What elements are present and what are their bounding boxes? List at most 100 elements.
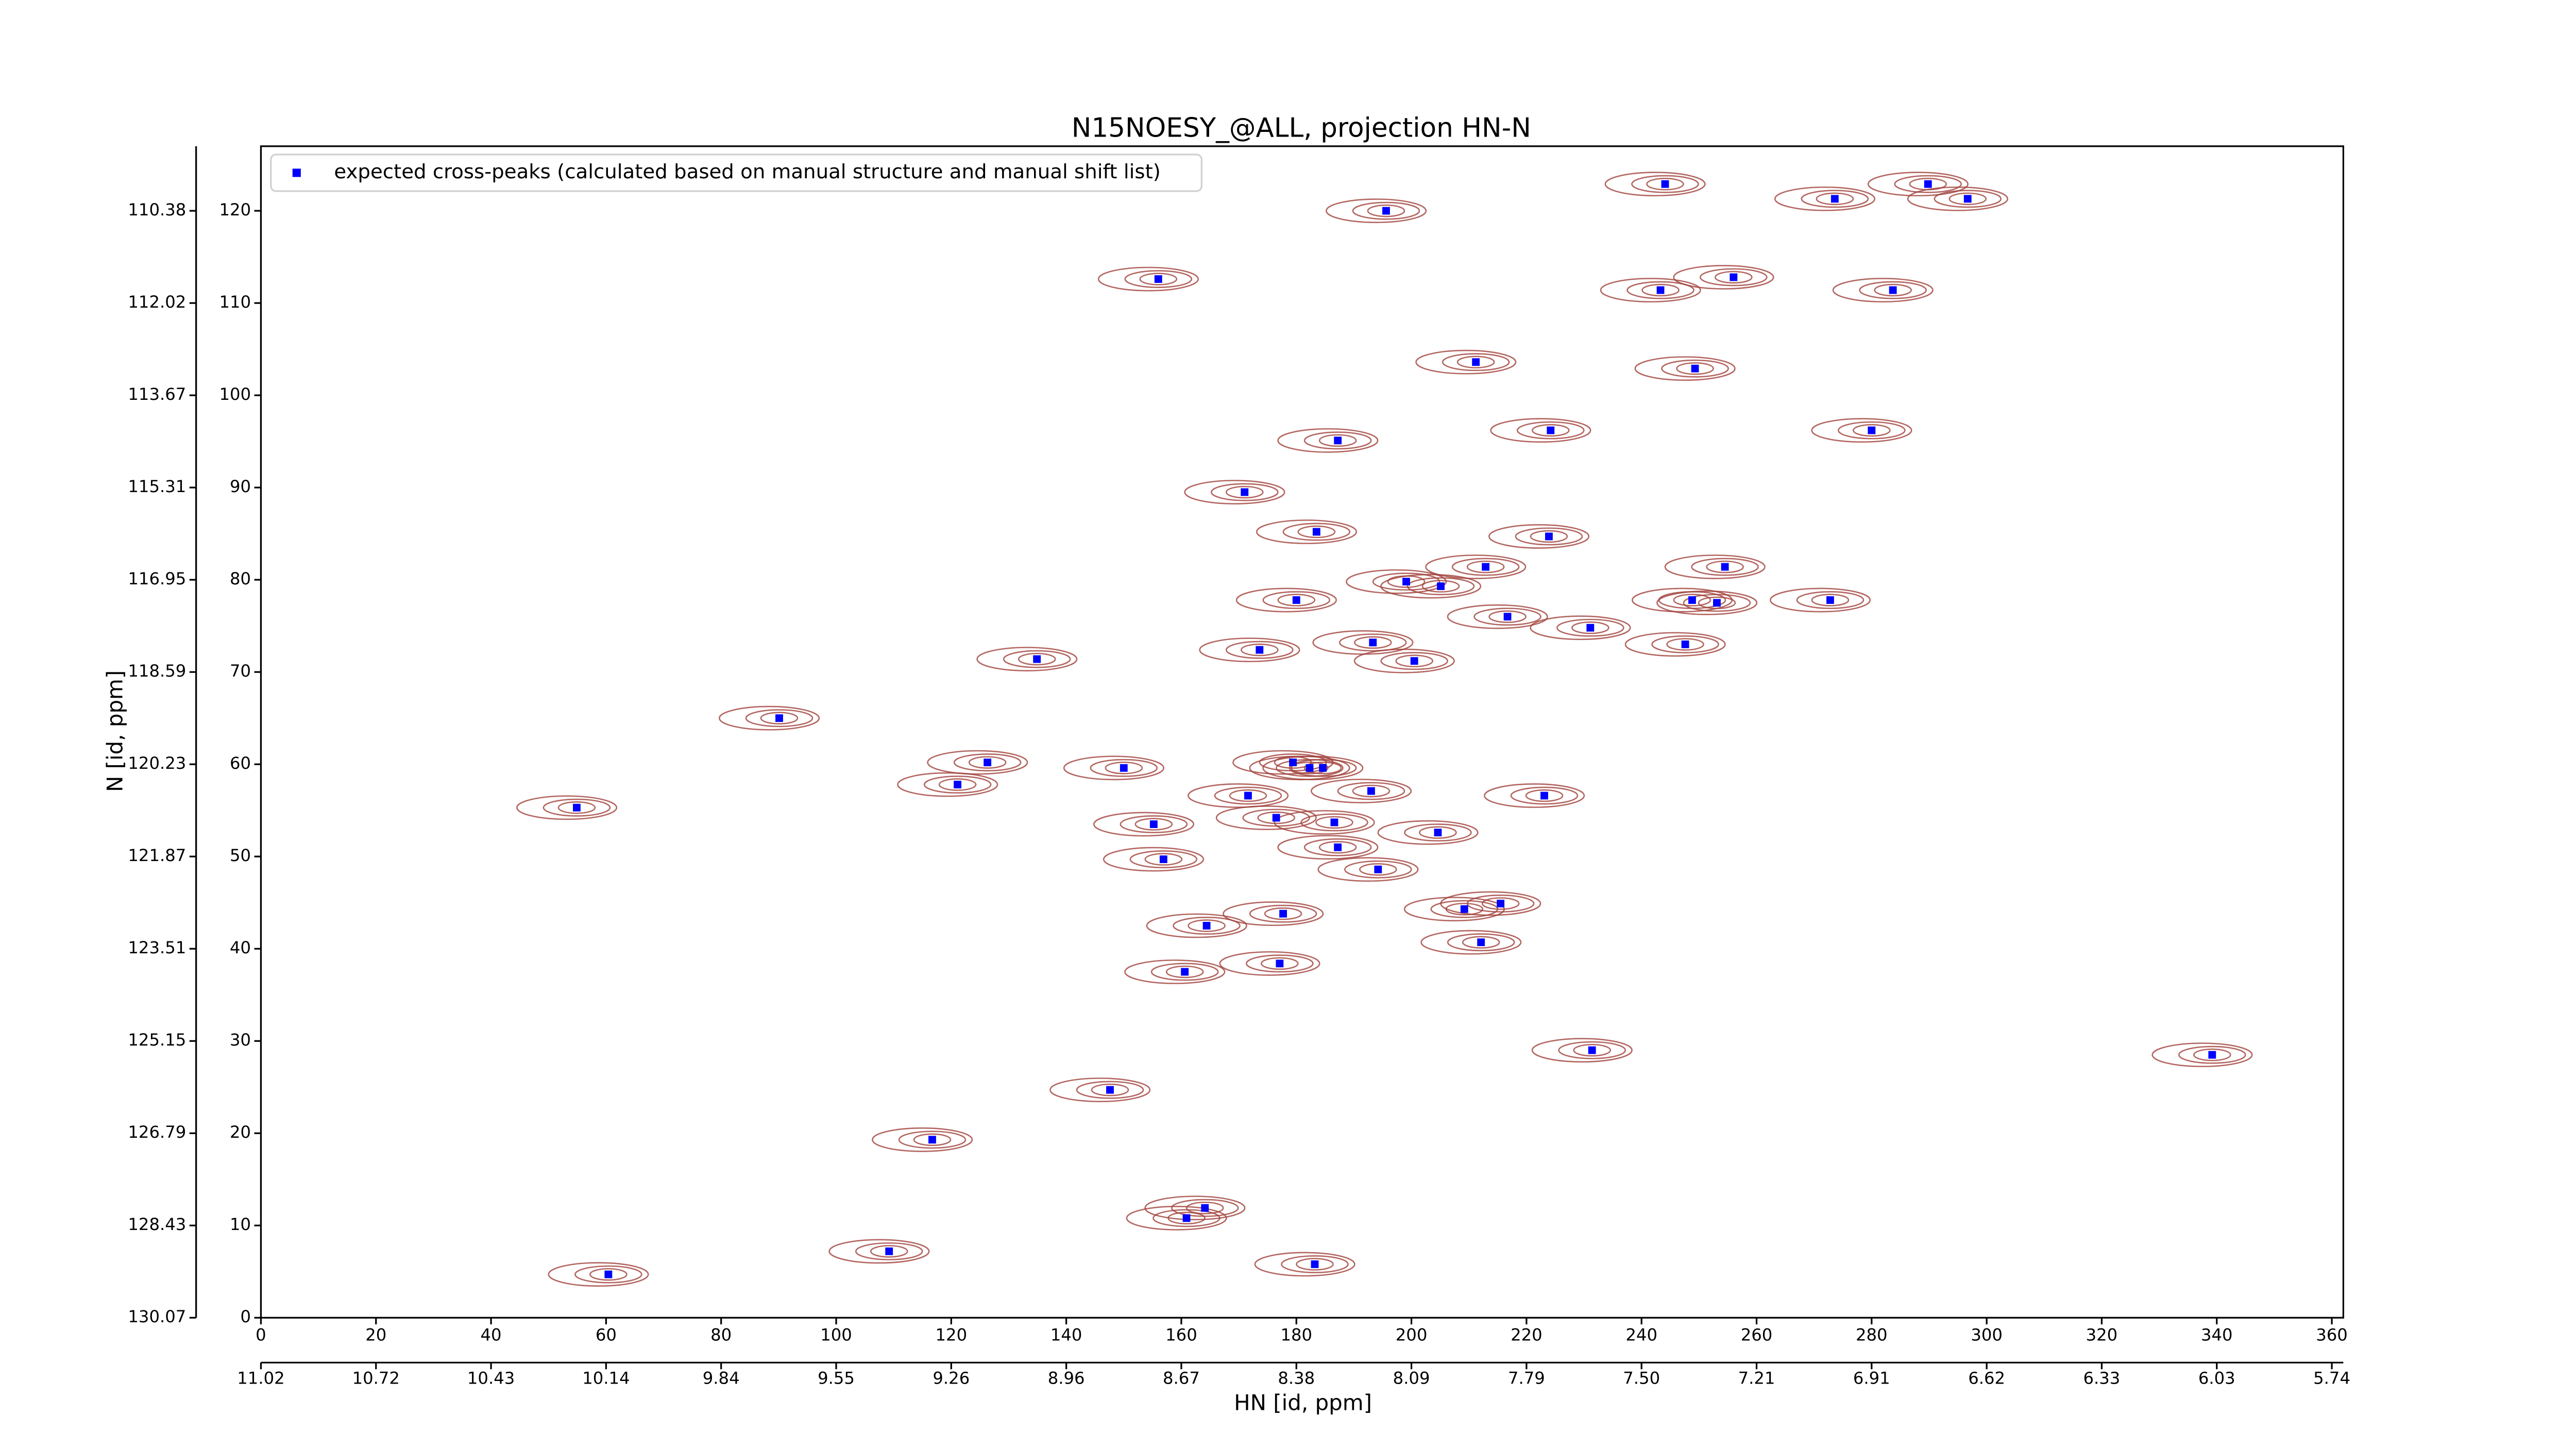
y-tick-label: 110 [219, 292, 251, 312]
y2-tick-label: 113.67 [128, 384, 186, 404]
peak-contour [1832, 278, 1934, 302]
peak-contour [1698, 596, 1736, 610]
peak-contour [1262, 591, 1331, 609]
y-tick-label: 0 [241, 1307, 251, 1326]
peak-contour [1646, 177, 1684, 191]
peak-contour [1318, 434, 1357, 447]
peak-contour [1796, 591, 1865, 609]
peak-contour [1261, 957, 1299, 970]
peak-contour [1249, 904, 1317, 923]
peak-contour [1352, 784, 1391, 798]
x2-tick-label: 6.03 [2198, 1369, 2235, 1388]
peak-contour [1715, 271, 1753, 284]
y2-tick-label: 126.79 [128, 1122, 186, 1142]
peak-contour [1811, 418, 1912, 443]
peak-contour [1126, 1206, 1227, 1231]
x-tick-label: 180 [1280, 1325, 1312, 1345]
peak-contour [1691, 558, 1759, 576]
peak-contour [1447, 604, 1548, 629]
y2-tick-label: 116.95 [128, 569, 186, 588]
y-tick-label: 100 [219, 384, 251, 404]
cross-peak-marker [1482, 563, 1490, 571]
peak-contour [1297, 525, 1336, 538]
legend-box [270, 154, 1202, 192]
peak-contour [1420, 930, 1522, 955]
peak-contour [1664, 554, 1766, 579]
peak-contour [1225, 485, 1264, 499]
cross-peak-marker [1963, 195, 1972, 203]
peak-contour [548, 1262, 649, 1287]
cross-peak-marker [1149, 820, 1158, 828]
cross-peak-marker [1367, 787, 1375, 795]
peak-contour [1442, 353, 1510, 372]
plot-frame [260, 145, 2344, 1319]
peak-contour [1700, 268, 1768, 287]
peak-contour [1167, 1211, 1206, 1225]
peak-contour [1462, 936, 1500, 949]
peak-contour [1838, 421, 1906, 440]
x-tick-label: 280 [1856, 1325, 1888, 1345]
x-tick-label: 0 [256, 1325, 266, 1345]
cross-peak-marker [1289, 759, 1297, 767]
y-tick-label: 90 [230, 477, 251, 496]
cross-peak-marker [1681, 641, 1689, 648]
cross-peak-marker [2208, 1051, 2216, 1059]
peak-contour [1641, 283, 1680, 297]
peak-contour [1490, 418, 1591, 443]
cross-peak-marker [1547, 426, 1555, 434]
cross-peak-marker [1661, 180, 1669, 188]
peak-contour [1352, 201, 1420, 220]
peak-contour [1867, 172, 1969, 197]
peak-contour [1811, 594, 1850, 606]
peak-contour [1421, 580, 1460, 593]
peak-contour [1380, 574, 1482, 599]
peak-contour [1090, 759, 1158, 777]
peak-contour [1683, 594, 1751, 612]
x2-tick-label: 10.43 [467, 1369, 515, 1388]
y-tick-label: 70 [230, 661, 251, 681]
peak-contour [1282, 523, 1351, 541]
peak-contour [516, 795, 618, 820]
peak-contour [938, 778, 977, 791]
peak-contour [1063, 755, 1164, 781]
cross-peak-marker [984, 759, 992, 767]
cross-peak-marker [1306, 764, 1314, 772]
chart-title: N15NOESY_@ALL, projection HN-N [1072, 113, 1531, 144]
peak-contour [1604, 172, 1706, 197]
cross-peak-marker [1497, 900, 1505, 907]
y2-tick-label: 112.02 [128, 292, 186, 312]
peak-contour [1144, 1195, 1246, 1221]
peak-contour [1229, 789, 1267, 802]
cross-peak-marker [1106, 1086, 1114, 1094]
peak-contour [1415, 349, 1517, 375]
peak-contour [1359, 863, 1397, 876]
contour-layer [516, 172, 2253, 1287]
peak-contour [1706, 560, 1744, 574]
peak-contour [1165, 965, 1204, 979]
peak-contour [1934, 190, 2002, 208]
peak-contour [1223, 901, 1324, 926]
peak-contour [1481, 897, 1520, 910]
legend-marker [292, 169, 301, 177]
cross-peak-marker [1382, 207, 1390, 215]
peak-contour [1105, 762, 1143, 774]
peak-contour [1188, 783, 1289, 808]
cross-peak-marker [1586, 624, 1595, 632]
peak-contour [1303, 762, 1342, 774]
cross-peak-marker [1033, 655, 1041, 663]
y-tick-label: 20 [230, 1122, 251, 1142]
peak-contour [1346, 569, 1447, 594]
peak-contour [1600, 278, 1701, 302]
peak-contour [745, 709, 814, 728]
cross-peak-marker [1434, 829, 1442, 837]
x2-tick-label: 10.14 [582, 1369, 630, 1388]
peak-contour [1666, 638, 1704, 651]
peak-contour [913, 1133, 952, 1147]
x-tick-label: 100 [820, 1325, 852, 1345]
x2-tick-label: 6.33 [2083, 1369, 2121, 1388]
cross-peak-marker [1330, 818, 1338, 827]
cross-peak-marker [1276, 959, 1284, 968]
y-tick-label: 40 [230, 938, 251, 957]
peak-contour [1631, 175, 1699, 193]
